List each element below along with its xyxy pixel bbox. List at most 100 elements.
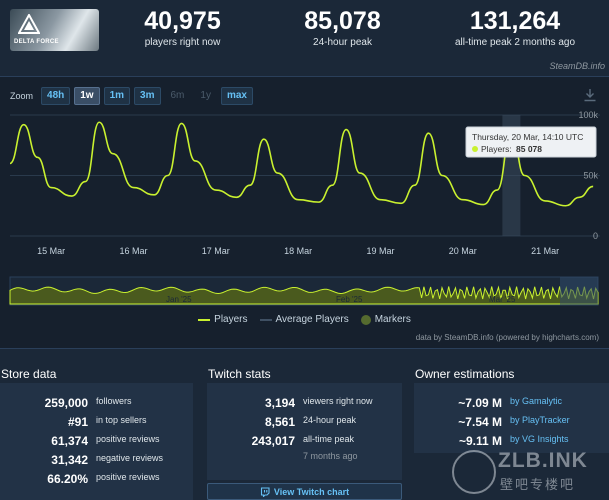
- y-tick-label: 50k: [583, 171, 598, 181]
- watermark-text: ZLB.INK: [498, 449, 588, 472]
- zoom-max-button[interactable]: max: [220, 87, 253, 105]
- zoom-6m-button: 6m: [170, 90, 185, 101]
- owner-row: ~7.54 M by PlayTracker: [414, 415, 569, 429]
- store-row: 61,374 positive reviews: [0, 434, 159, 448]
- zoom-controls: Zoom 48h 1w 1m 3m 6m 1y max: [10, 87, 253, 105]
- twitch-icon: [260, 486, 270, 497]
- store-value: 31,342: [51, 453, 88, 467]
- owner-value: ~7.09 M: [458, 396, 502, 410]
- tooltip-value: 85 078: [516, 144, 542, 154]
- twitch-value: 3,194: [264, 396, 295, 410]
- twitch-row: 3,194 viewers right now: [207, 396, 373, 410]
- zoom-1m-button[interactable]: 1m: [103, 87, 131, 105]
- store-value: 61,374: [51, 434, 88, 448]
- stat-value: 131,264: [469, 7, 561, 35]
- stats-header: DELTA FORCE 40,975 players right now 85,…: [0, 0, 609, 60]
- delta-force-logo-icon: [18, 14, 40, 34]
- zoom-1y-button: 1y: [200, 90, 211, 101]
- stat-label: all-time peak 2 months ago: [454, 37, 576, 48]
- game-capsule-image[interactable]: DELTA FORCE: [10, 9, 99, 51]
- chart-legend: Players Average Players Markers: [0, 314, 609, 325]
- x-axis-ticks: 15 Mar 16 Mar 17 Mar 18 Mar 19 Mar 20 Mar 21 M…: [37, 246, 559, 256]
- stat-players-now: 40,975 players right now: [130, 7, 235, 48]
- twitch-button-label: View Twitch chart: [273, 486, 350, 497]
- store-label: positive reviews: [96, 472, 160, 482]
- store-data-title: Store data: [1, 367, 57, 381]
- owner-value: ~9.11 M: [458, 434, 502, 448]
- store-label: in top sellers: [96, 415, 147, 425]
- source-link[interactable]: SteamDB.info: [549, 61, 605, 71]
- navigator-label-jan: Jan '25: [166, 295, 192, 304]
- legend-item-players[interactable]: Players: [198, 314, 248, 325]
- store-label: followers: [96, 396, 132, 406]
- twitch-label: all-time peak: [303, 434, 355, 444]
- store-value: 259,000: [44, 396, 88, 410]
- stat-all-time-peak: 131,264 all-time peak 2 months ago: [445, 7, 585, 48]
- owner-estimations-panel: ~7.09 M by Gamalytic ~7.54 M by PlayTrac…: [414, 383, 609, 453]
- y-tick-label: 100k: [578, 110, 598, 120]
- x-tick-label: 19 Mar: [366, 246, 394, 256]
- chart-credit[interactable]: data by SteamDB.info (powered by highcha…: [415, 333, 599, 342]
- store-value: #91: [67, 415, 88, 429]
- player-count-chart[interactable]: 15 Mar 16 Mar 17 Mar 18 Mar 19 Mar 20 Mar 21 M…: [0, 105, 609, 310]
- navigator-label-feb: Feb '25: [336, 295, 363, 304]
- legend-item-average[interactable]: Average Players: [259, 314, 349, 325]
- store-data-panel: 259,000 followers #91 in top sellers 61,…: [0, 383, 193, 500]
- tooltip-series-dot: [472, 146, 478, 152]
- stat-label: 24-hour peak: [313, 37, 372, 48]
- owner-source-link[interactable]: by VG Insights: [510, 434, 569, 444]
- legend-label: Markers: [374, 314, 411, 325]
- chart-tooltip: Thursday, 20 Mar, 14:10 UTC Players: 85 …: [465, 126, 597, 158]
- owner-row: ~9.11 M by VG Insights: [414, 434, 569, 448]
- twitch-stats-title: Twitch stats: [208, 367, 271, 381]
- zoom-48h-button[interactable]: 48h: [41, 87, 71, 105]
- players-line-icon: [198, 318, 211, 321]
- store-value: 66.20%: [47, 472, 88, 486]
- zoom-1w-button[interactable]: 1w: [74, 87, 100, 105]
- owner-row: ~7.09 M by Gamalytic: [414, 396, 562, 410]
- game-logo-text: DELTA FORCE: [14, 39, 59, 45]
- twitch-value: 243,017: [251, 434, 295, 448]
- owner-source-link[interactable]: by PlayTracker: [510, 415, 570, 425]
- x-tick-label: 20 Mar: [449, 246, 477, 256]
- player-chart-panel: Zoom 48h 1w 1m 3m 6m 1y max 15 Mar 16 Mar…: [0, 76, 609, 349]
- twitch-label: viewers right now: [303, 396, 373, 406]
- owner-source-link[interactable]: by Gamalytic: [510, 396, 563, 406]
- markers-dot-icon: [360, 314, 371, 325]
- twitch-row: 7 months ago: [207, 451, 358, 465]
- tooltip-title: Thursday, 20 Mar, 14:10 UTC: [472, 132, 583, 142]
- view-twitch-chart-button[interactable]: View Twitch chart: [207, 483, 402, 500]
- legend-label: Average Players: [275, 314, 349, 325]
- twitch-peak-when: 7 months ago: [303, 451, 358, 461]
- store-label: positive reviews: [96, 434, 160, 444]
- average-line-icon: [259, 318, 272, 321]
- twitch-value: 8,561: [264, 415, 295, 429]
- zoom-label: Zoom: [10, 91, 34, 101]
- store-row: 66.20% positive reviews: [0, 472, 159, 486]
- players-series-line: [9, 121, 594, 207]
- watermark: ZLB.INK 壁吧专楼吧: [452, 448, 602, 496]
- stat-value: 40,975: [144, 7, 221, 35]
- navigator-label-mar: Mar '25: [489, 295, 516, 304]
- stat-label: players right now: [144, 37, 221, 48]
- navigator-area: [9, 285, 599, 305]
- y-tick-label: 0: [593, 231, 598, 241]
- x-tick-label: 21 Mar: [531, 246, 559, 256]
- x-tick-label: 18 Mar: [284, 246, 312, 256]
- owner-estimations-title: Owner estimations: [415, 367, 515, 381]
- chart-navigator[interactable]: Jan '25 Feb '25 Mar '25: [9, 276, 599, 306]
- stat-24h-peak: 85,078 24-hour peak: [290, 7, 395, 48]
- store-row: 259,000 followers: [0, 396, 132, 410]
- x-tick-label: 15 Mar: [37, 246, 65, 256]
- y-axis-ticks: 0 50k 100k: [578, 110, 598, 241]
- navigator-window[interactable]: [560, 277, 598, 305]
- legend-label: Players: [214, 314, 248, 325]
- watermark-subtext: 壁吧专楼吧: [500, 477, 576, 492]
- tooltip-box: [465, 126, 597, 158]
- download-icon[interactable]: [583, 88, 597, 102]
- zoom-3m-button[interactable]: 3m: [134, 87, 161, 105]
- legend-item-markers[interactable]: Markers: [360, 314, 411, 325]
- watermark-avatar-icon: [452, 450, 496, 494]
- owner-value: ~7.54 M: [458, 415, 502, 429]
- x-tick-label: 17 Mar: [202, 246, 230, 256]
